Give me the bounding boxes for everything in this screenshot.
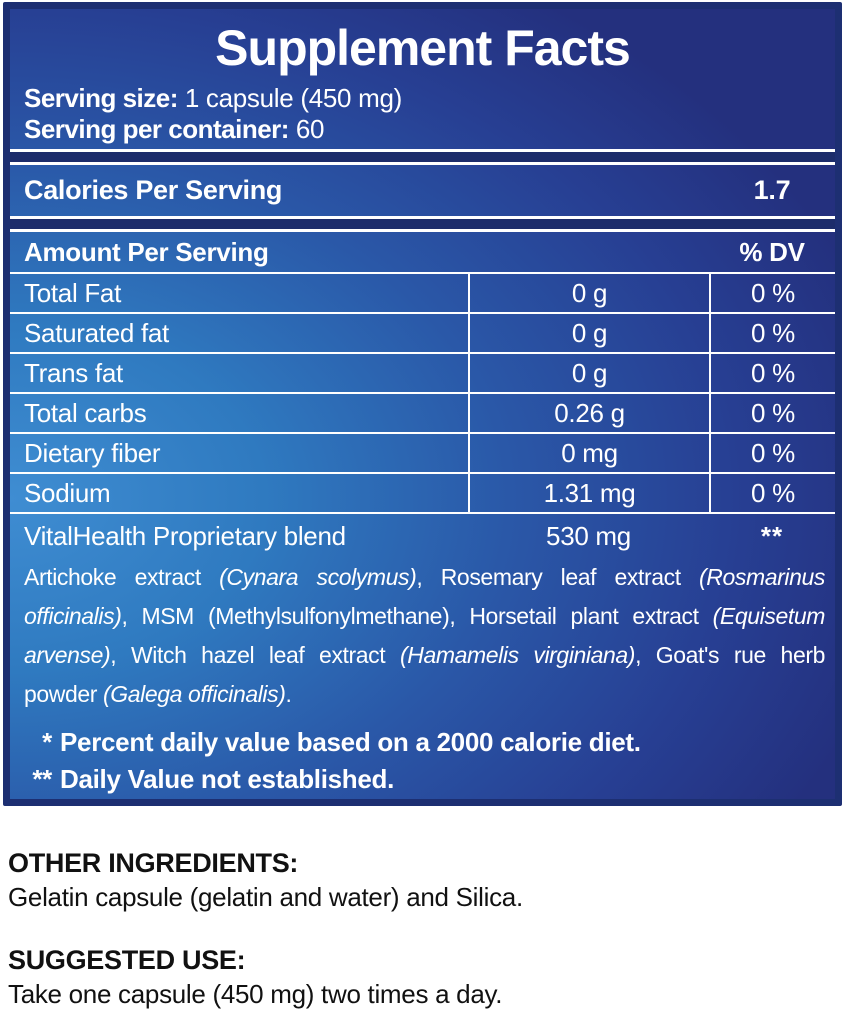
servings-per-container-value: 60 (288, 114, 325, 144)
nutrient-amount: 0.26 g (468, 394, 709, 432)
table-row: Saturated fat 0 g 0 % (10, 312, 835, 352)
nutrient-name: Trans fat (24, 357, 123, 388)
nutrient-dv: 0 % (709, 474, 835, 512)
nutrient-dv: 0 % (709, 434, 835, 472)
double-rule (10, 216, 835, 232)
table-row: Trans fat 0 g 0 % (10, 352, 835, 392)
serving-size-row: Serving size: 1 capsule (450 mg) (24, 83, 835, 114)
nutrient-amount: 0 mg (468, 434, 709, 472)
nutrient-amount: 1.31 mg (468, 474, 709, 512)
panel-title: Supplement Facts (215, 20, 631, 76)
footnote-daily-value-not-established: ** Daily Value not established. (10, 761, 835, 798)
calories-value: 1.7 (753, 175, 791, 205)
table-row: Total carbs 0.26 g 0 % (10, 392, 835, 432)
serving-size-label: Serving size: (24, 83, 178, 113)
nutrient-name: Total carbs (24, 397, 147, 428)
nutrient-dv: 0 % (709, 314, 835, 352)
supplement-facts-panel: Supplement Facts Serving size: 1 capsule… (3, 2, 842, 806)
calories-row: Calories Per Serving 1.7 (10, 165, 835, 216)
suggested-use-section: SUGGESTED USE: Take one capsule (450 mg)… (8, 942, 502, 1010)
table-row: Sodium 1.31 mg 0 % (10, 472, 835, 512)
amount-per-serving-header: Amount Per Serving (24, 236, 269, 267)
other-ingredients-heading: OTHER INGREDIENTS: (8, 848, 299, 878)
suggested-use-heading: SUGGESTED USE: (8, 945, 246, 975)
blend-name: VitalHealth Proprietary blend (24, 520, 346, 551)
nutrient-dv: 0 % (709, 354, 835, 392)
blend-amount: 530 mg (546, 520, 631, 551)
servings-per-container-label: Serving per container: (24, 114, 289, 144)
footnote-text: Percent daily value based on a 2000 calo… (60, 727, 641, 757)
other-ingredients-section: OTHER INGREDIENTS: Gelatin capsule (gela… (8, 845, 523, 913)
footnote-symbol: * (42, 727, 52, 757)
table-row: Total Fat 0 g 0 % (10, 274, 835, 312)
nutrient-dv: 0 % (709, 394, 835, 432)
double-rule (10, 149, 835, 165)
amount-header-row: Amount Per Serving % DV (10, 232, 835, 272)
blend-description: Artichoke extract (Cynara scolymus), Ros… (24, 564, 825, 707)
footnotes: * Percent daily value based on a 2000 ca… (10, 724, 835, 798)
servings-per-container-row: Serving per container: 60 (24, 114, 835, 145)
nutrient-amount: 0 g (468, 354, 709, 392)
suggested-use-text: Take one capsule (450 mg) two times a da… (8, 979, 503, 1009)
serving-info: Serving size: 1 capsule (450 mg) Serving… (10, 81, 835, 149)
nutrient-amount: 0 g (468, 274, 709, 312)
nutrient-table: Total Fat 0 g 0 % Saturated fat 0 g 0 % … (10, 272, 835, 514)
nutrient-amount: 0 g (468, 314, 709, 352)
footnote-text: Daily Value not established. (60, 764, 395, 794)
table-row: Dietary fiber 0 mg 0 % (10, 432, 835, 472)
nutrient-name: Sodium (24, 477, 111, 508)
serving-size-value: 1 capsule (450 mg) (177, 83, 402, 113)
footnote-percent-daily-value: * Percent daily value based on a 2000 ca… (10, 724, 835, 761)
blend-row: VitalHealth Proprietary blend 530 mg ** (10, 514, 835, 558)
nutrient-name: Saturated fat (24, 317, 169, 348)
nutrient-dv: 0 % (709, 274, 835, 312)
dv-header: % DV (739, 236, 805, 267)
nutrient-name: Dietary fiber (24, 437, 161, 468)
other-ingredients-text: Gelatin capsule (gelatin and water) and … (8, 882, 523, 912)
blend-dv: ** (760, 520, 784, 551)
calories-label: Calories Per Serving (24, 175, 283, 205)
footnote-symbol: ** (32, 764, 52, 794)
nutrient-name: Total Fat (24, 277, 122, 308)
